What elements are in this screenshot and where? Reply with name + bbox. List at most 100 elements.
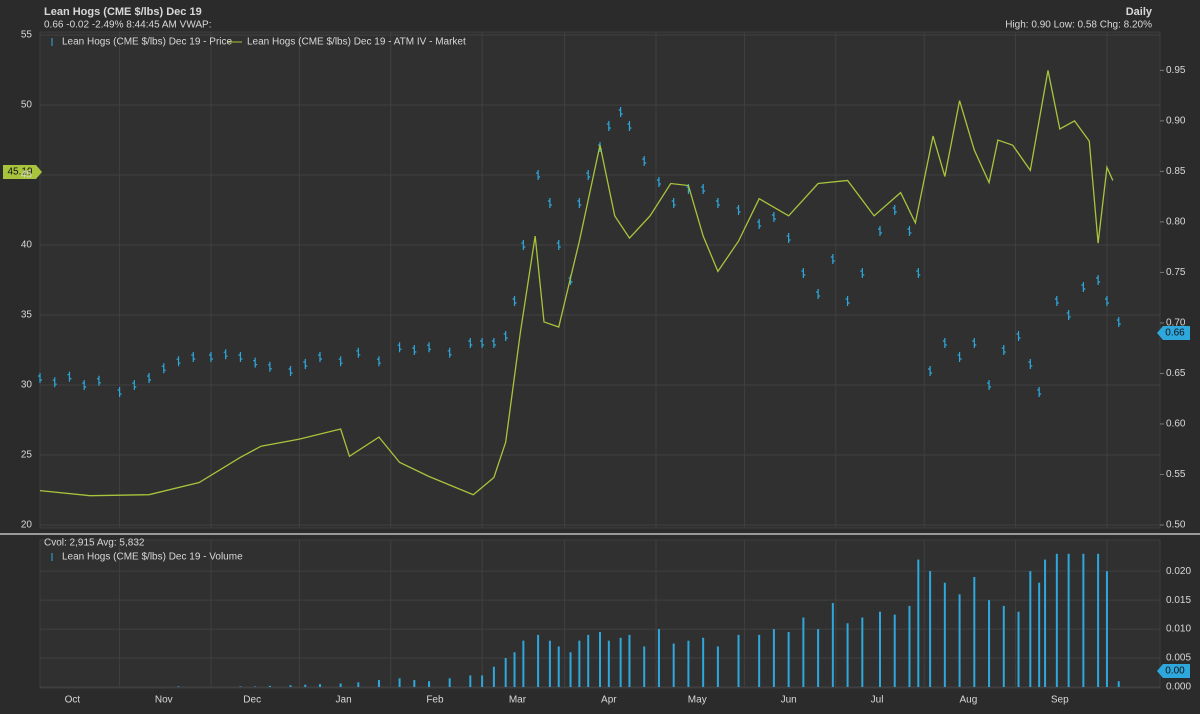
volume-bar: [289, 685, 292, 687]
x-tick-label: Aug: [960, 695, 978, 706]
y-tick-label: 25: [21, 450, 33, 461]
price-bar: [238, 352, 243, 362]
x-tick-label: Nov: [155, 695, 173, 706]
price-bar: [1016, 331, 1021, 341]
price-bar: [1081, 282, 1086, 292]
volume-bar: [643, 646, 646, 687]
price-bar: [288, 366, 293, 376]
volume-bar: [469, 675, 472, 687]
volume-bar: [861, 617, 864, 687]
y2-tick-label: 0.65: [1166, 368, 1186, 379]
price-bar: [1001, 345, 1006, 355]
y-tick-label: 0.000: [1166, 682, 1191, 693]
price-bar: [480, 338, 485, 348]
volume-bar: [413, 680, 416, 687]
volume-bar: [657, 629, 660, 687]
x-tick-label: Sep: [1051, 695, 1069, 706]
price-bar: [536, 170, 541, 180]
price-bar: [916, 268, 921, 278]
volume-bar: [817, 629, 820, 687]
price-bar: [38, 373, 42, 383]
x-tick-label: Dec: [243, 695, 261, 706]
volume-bar: [522, 640, 525, 687]
right-badge: 0.66: [1165, 328, 1185, 339]
y2-tick-label: 0.85: [1166, 166, 1186, 177]
volume-bar: [448, 678, 451, 687]
price-bar: [1116, 317, 1121, 327]
volume-bar: [1002, 605, 1005, 687]
price-bar: [503, 331, 508, 341]
price-bar: [671, 198, 676, 208]
price-bar: [356, 347, 361, 358]
volume-badge-bg: [1157, 664, 1190, 678]
chart-title: Lean Hogs (CME $/lbs) Dec 19: [44, 6, 202, 18]
y-tick-label: 0.015: [1166, 595, 1191, 606]
volume-bar: [929, 571, 932, 687]
y2-tick-label: 0.70: [1166, 318, 1186, 329]
volume-bar: [619, 637, 622, 687]
volume-bar: [1038, 582, 1041, 687]
volume-bar: [504, 658, 507, 687]
volume-bar: [831, 603, 834, 687]
price-bar: [1054, 296, 1059, 306]
period: Daily: [1126, 6, 1153, 18]
volume-bar: [357, 682, 360, 687]
price-bar: [96, 375, 101, 386]
price-bar: [191, 352, 196, 362]
price-bar: [427, 342, 432, 353]
price-bar: [618, 107, 623, 117]
y-tick-label: 0.020: [1166, 566, 1191, 577]
price-bar: [586, 170, 591, 180]
price-bar: [521, 240, 526, 250]
price-bar: [1066, 310, 1071, 320]
legend-label: Lean Hogs (CME $/lbs) Dec 19 - Price: [62, 37, 233, 48]
price-bar: [176, 356, 181, 367]
volume-bar: [917, 559, 920, 687]
volume-bar: [578, 640, 581, 687]
volume-bar: [716, 646, 719, 687]
x-tick-label: Apr: [601, 695, 617, 706]
volume-bar: [1082, 553, 1085, 687]
volume-bar: [787, 631, 790, 687]
volume-bar: [737, 634, 740, 687]
y-tick-label: 45: [21, 170, 33, 181]
volume-bar: [943, 582, 946, 687]
price-bar: [1028, 359, 1033, 369]
right-badge-bg: [1157, 326, 1190, 340]
price-bar: [771, 212, 776, 222]
left-badge: 45.19: [7, 167, 32, 178]
price-bar: [987, 380, 992, 390]
volume-bar: [893, 614, 896, 687]
y-tick-label: 35: [21, 310, 33, 321]
volume-bar: [599, 631, 601, 687]
price-bar: [338, 356, 343, 367]
volume-bar: [607, 640, 610, 687]
price-bar: [117, 387, 122, 397]
volume-bar: [377, 680, 380, 687]
price-bar: [928, 366, 933, 376]
volume-bar: [772, 629, 775, 687]
price-bar: [267, 361, 272, 372]
price-bar: [757, 219, 762, 229]
price-bar: [627, 121, 632, 131]
volume-badge: 0.00: [1165, 666, 1185, 677]
volume-bar: [702, 637, 705, 687]
volume-bar: [254, 686, 257, 687]
price-bar: [957, 352, 962, 362]
price-bar: [830, 254, 835, 264]
y-tick-label: 0.005: [1166, 653, 1191, 664]
volume-bar: [304, 684, 307, 687]
price-bar: [878, 226, 882, 236]
volume-bar: [537, 634, 540, 687]
volume-bar: [758, 634, 761, 687]
volume-bar: [958, 594, 961, 687]
volume-bar: [1055, 553, 1058, 687]
y2-tick-label: 0.80: [1166, 217, 1186, 228]
y2-tick-label: 0.95: [1166, 65, 1186, 76]
price-bar: [1037, 387, 1042, 397]
price-bar: [606, 121, 611, 131]
price-bar: [52, 377, 57, 388]
price-bar: [67, 371, 72, 382]
price-bar: [318, 352, 322, 362]
volume-bar: [319, 684, 321, 687]
